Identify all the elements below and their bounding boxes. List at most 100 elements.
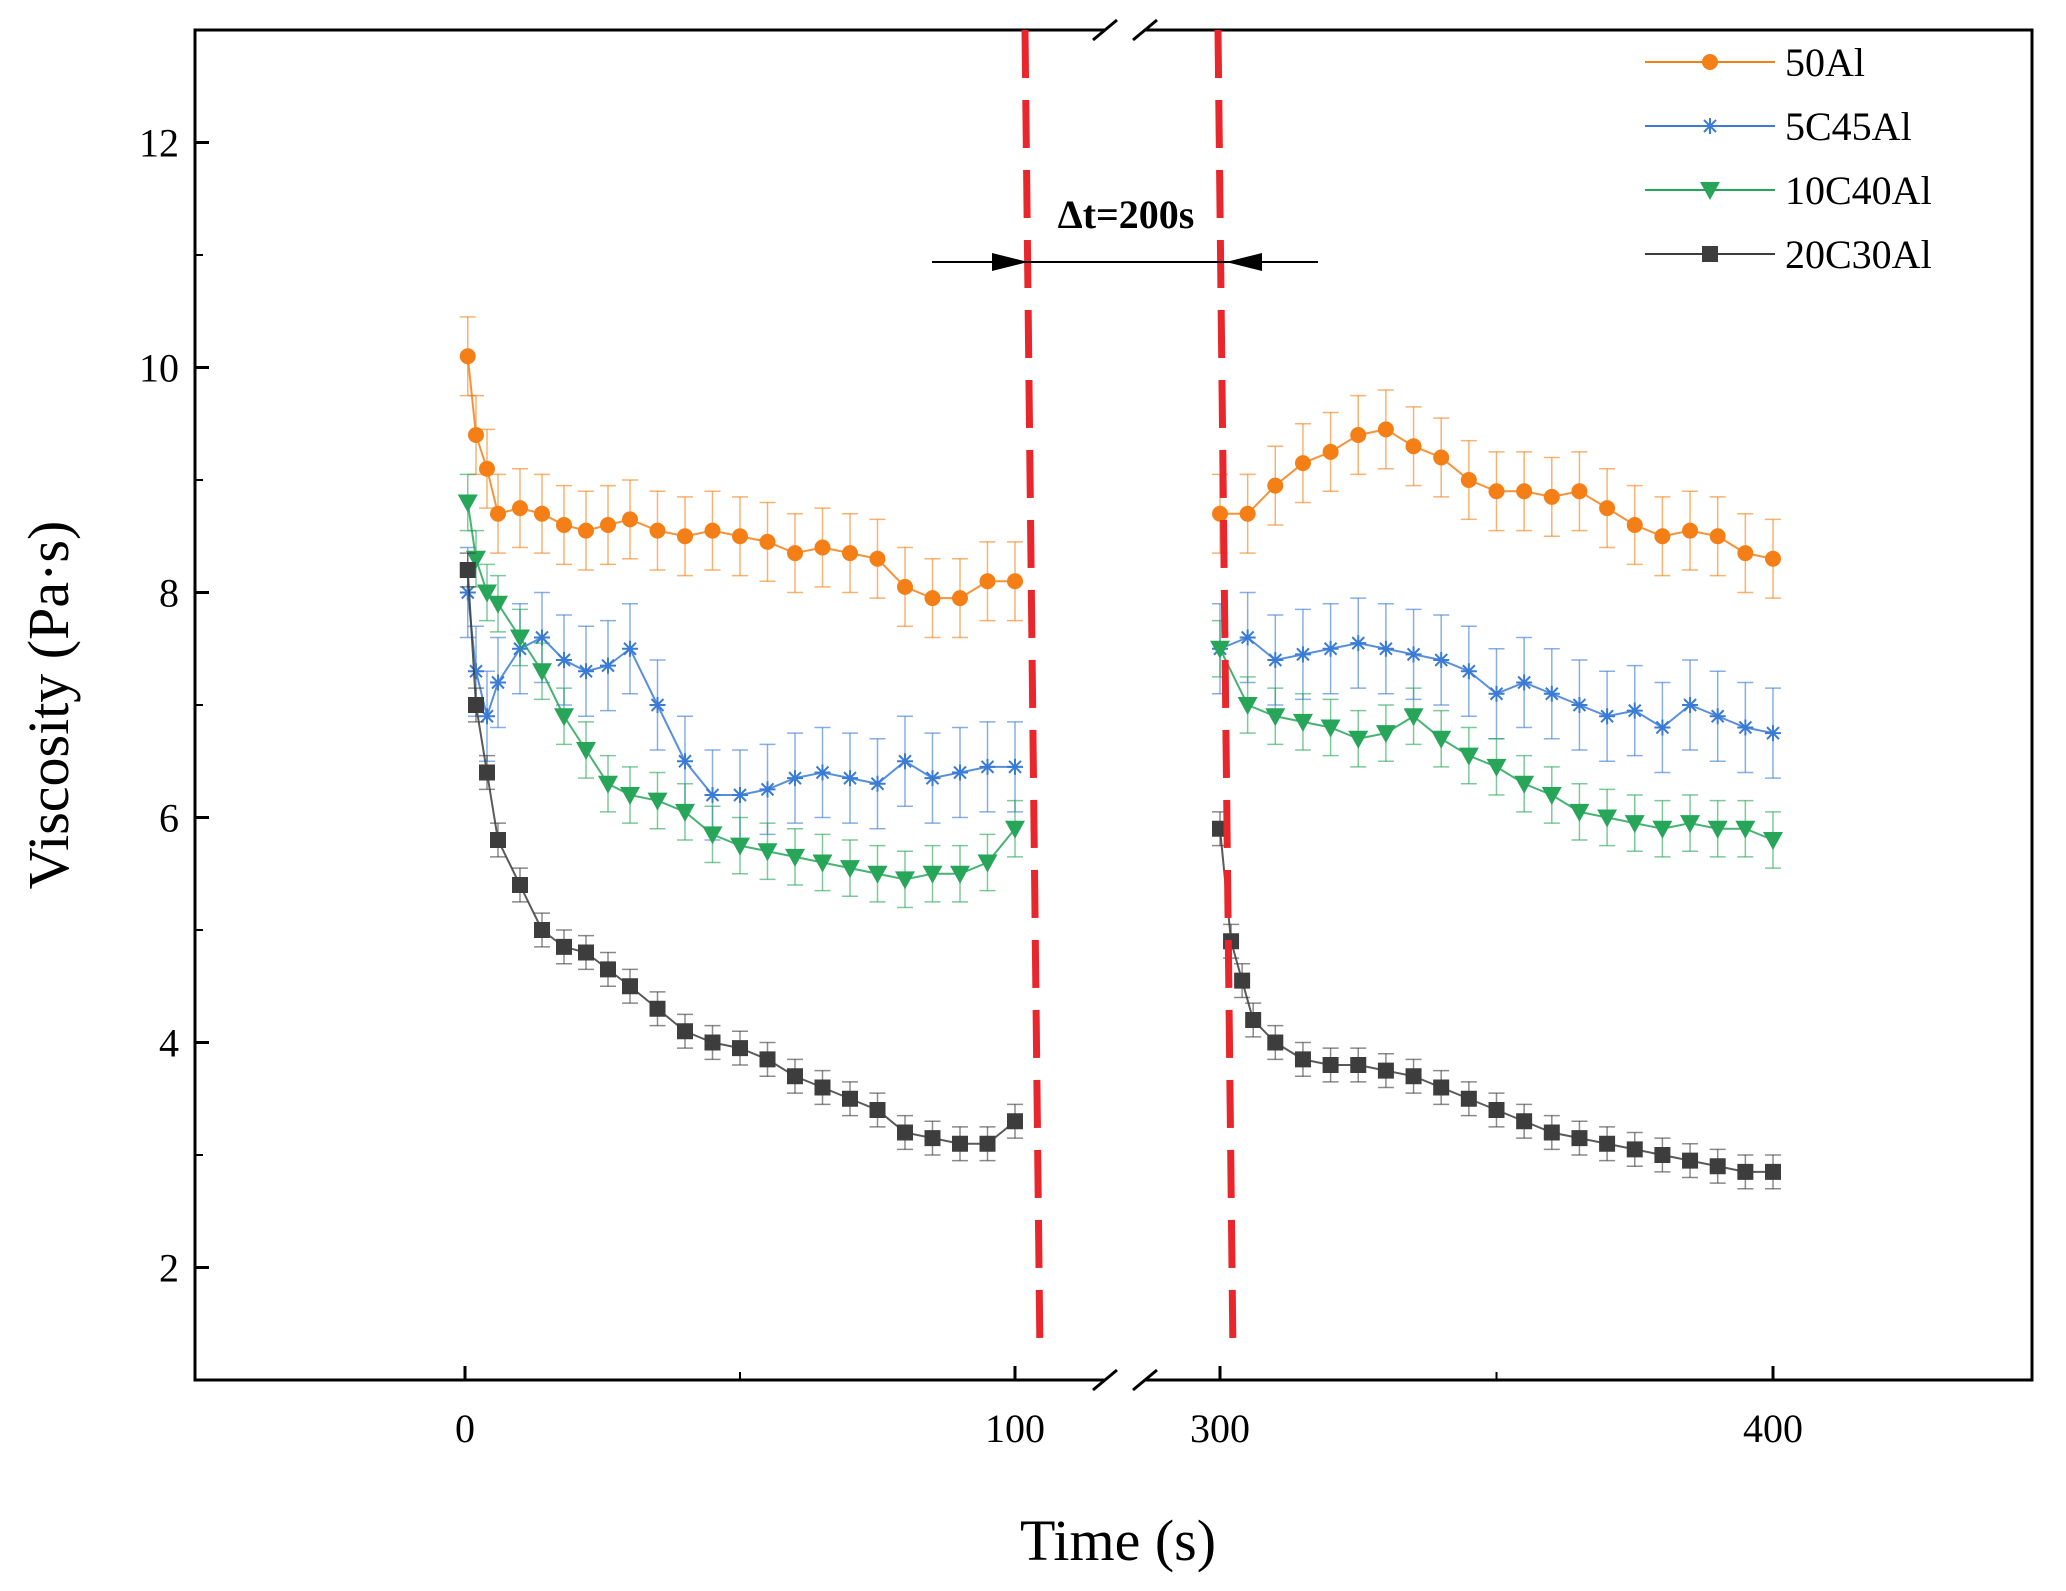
data-point bbox=[1405, 646, 1422, 663]
x-tick-label: 300 bbox=[1190, 1406, 1250, 1451]
data-point bbox=[1599, 708, 1616, 725]
data-point bbox=[1350, 1057, 1367, 1073]
annotation-dashed-line-right bbox=[1214, 29, 1237, 1356]
annotation-arrow-right bbox=[992, 253, 1028, 271]
data-point bbox=[677, 528, 693, 545]
data-point bbox=[459, 348, 476, 365]
data-point bbox=[1005, 820, 1025, 839]
data-point bbox=[1239, 629, 1256, 646]
data-point bbox=[922, 865, 943, 884]
data-point bbox=[1654, 528, 1671, 545]
annotation-label: Δt=200s bbox=[1058, 192, 1195, 237]
axis-break-gap bbox=[1105, 1374, 1145, 1386]
data-point bbox=[979, 573, 996, 590]
data-point bbox=[1626, 517, 1643, 533]
legend-item-50Al: 50Al bbox=[1645, 40, 1865, 85]
legend-label: 20C30Al bbox=[1785, 232, 1932, 277]
data-point bbox=[459, 562, 476, 578]
data-point bbox=[1516, 674, 1533, 691]
data-point bbox=[1682, 1152, 1699, 1169]
data-point bbox=[702, 826, 723, 845]
data-point bbox=[532, 663, 552, 682]
data-point bbox=[1294, 646, 1311, 663]
y-axis: 2 4 6 8 10 12 bbox=[139, 121, 209, 1291]
data-point bbox=[1737, 1163, 1754, 1180]
data-point bbox=[677, 1023, 693, 1040]
data-point bbox=[1265, 708, 1286, 727]
data-point bbox=[1292, 713, 1313, 732]
data-point bbox=[1709, 708, 1726, 725]
data-point bbox=[490, 832, 506, 848]
data-point bbox=[649, 522, 666, 539]
data-point bbox=[924, 1130, 941, 1147]
data-point bbox=[1763, 832, 1783, 850]
series-layer bbox=[457, 316, 1783, 1190]
axis-break-mark bbox=[1092, 18, 1118, 42]
data-point bbox=[1007, 573, 1023, 590]
data-point bbox=[787, 770, 803, 787]
data-point bbox=[842, 770, 858, 787]
data-point bbox=[488, 595, 508, 614]
data-point bbox=[1765, 1163, 1781, 1180]
data-point bbox=[1348, 730, 1369, 749]
data-point bbox=[556, 517, 572, 533]
data-point bbox=[556, 652, 572, 668]
axis-break-mark bbox=[1092, 1368, 1118, 1392]
x-tick-label: 0 bbox=[455, 1406, 475, 1451]
y-axis-title: Viscosity (Pa·s) bbox=[16, 521, 81, 890]
x-axis-title: Time (s) bbox=[1020, 1508, 1216, 1573]
data-point bbox=[578, 944, 594, 961]
data-point bbox=[1212, 505, 1228, 522]
legend-swatch-marker bbox=[1702, 54, 1718, 70]
data-point bbox=[468, 663, 484, 680]
data-point bbox=[1571, 483, 1588, 500]
data-point bbox=[842, 545, 858, 562]
data-point bbox=[1541, 787, 1562, 805]
data-point bbox=[510, 629, 530, 648]
data-point bbox=[1626, 702, 1643, 719]
data-point bbox=[869, 550, 886, 567]
data-point bbox=[814, 764, 831, 781]
data-point bbox=[840, 860, 860, 879]
data-point bbox=[479, 708, 495, 725]
annotation-dashed-line-left bbox=[1021, 29, 1044, 1356]
data-point bbox=[1237, 697, 1258, 715]
data-point bbox=[556, 938, 572, 955]
legend-swatch-marker bbox=[1702, 118, 1718, 134]
data-point bbox=[1516, 1113, 1533, 1130]
data-point bbox=[1007, 758, 1023, 775]
data-point bbox=[759, 1051, 776, 1068]
data-point bbox=[457, 494, 478, 513]
data-point bbox=[1294, 1051, 1311, 1068]
axis-break-mark bbox=[1132, 1368, 1158, 1392]
data-point bbox=[622, 640, 638, 657]
data-point bbox=[1543, 685, 1560, 702]
data-point bbox=[1488, 685, 1505, 702]
data-point bbox=[468, 427, 484, 443]
data-point bbox=[897, 1124, 913, 1141]
data-point bbox=[814, 539, 831, 556]
data-point bbox=[1571, 1130, 1588, 1147]
data-point bbox=[924, 590, 941, 607]
data-point bbox=[1599, 500, 1616, 517]
data-point bbox=[620, 787, 640, 805]
data-point bbox=[869, 1102, 886, 1118]
y-tick-label: 10 bbox=[139, 346, 179, 391]
legend-item-20C30Al: 20C30Al bbox=[1645, 232, 1932, 277]
data-point bbox=[979, 1135, 996, 1152]
series-line bbox=[466, 592, 1015, 796]
x-tick-label: 100 bbox=[985, 1406, 1045, 1451]
data-point bbox=[1709, 1158, 1726, 1175]
axis-break-gap bbox=[1105, 24, 1145, 36]
data-point bbox=[1245, 1012, 1262, 1028]
x-tick-label: 400 bbox=[1743, 1406, 1803, 1451]
data-point bbox=[459, 584, 476, 601]
data-point bbox=[1405, 1068, 1422, 1085]
data-point bbox=[952, 764, 968, 781]
data-point bbox=[534, 922, 550, 938]
data-point bbox=[1460, 472, 1477, 488]
series-5C45Al bbox=[459, 546, 1781, 841]
data-point bbox=[1433, 449, 1450, 466]
